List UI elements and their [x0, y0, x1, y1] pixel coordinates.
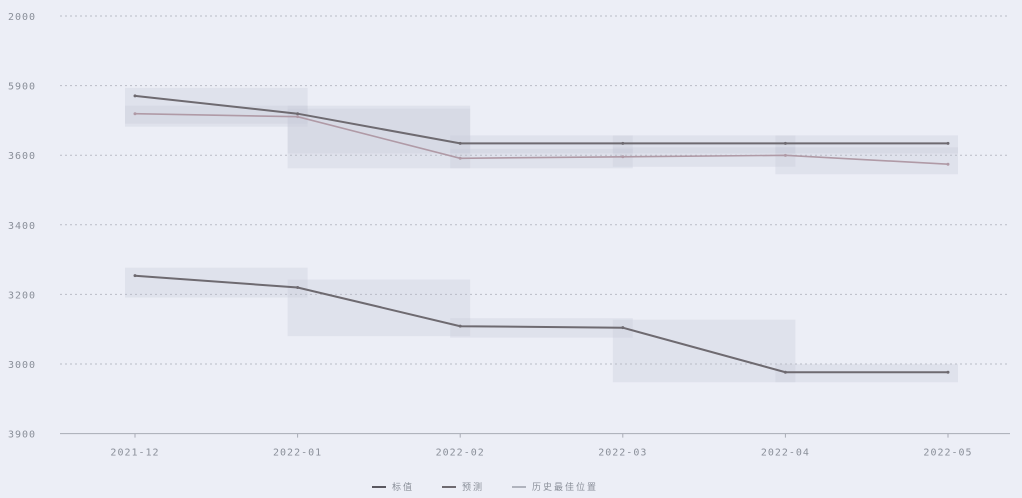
x-tick-label: 2022-05	[923, 448, 972, 459]
y-tick-label: 3600	[8, 151, 36, 162]
series-line	[134, 94, 948, 145]
x-tick-label: 2022-03	[598, 448, 647, 459]
data-point	[133, 274, 137, 278]
data-point	[783, 141, 787, 145]
x-tick-label: 2021-12	[110, 448, 159, 459]
y-tick-label: 3900	[8, 430, 36, 441]
legend-label: 标值	[392, 481, 414, 493]
series-line	[134, 112, 949, 165]
series-band	[450, 135, 633, 154]
series-band	[287, 108, 471, 169]
y-tick-label: 2000	[8, 12, 36, 23]
x-tick-label: 2022-02	[436, 448, 485, 459]
data-point	[946, 370, 950, 374]
data-point	[133, 94, 137, 98]
data-point	[296, 112, 300, 116]
series-band	[775, 364, 958, 383]
grid-lines	[60, 15, 1010, 435]
data-point	[783, 370, 787, 374]
data-point	[621, 155, 625, 159]
data-point	[458, 156, 462, 160]
y-tick-label: 3400	[8, 221, 36, 232]
series-band	[287, 105, 471, 154]
y-tick-label: 3000	[8, 360, 36, 371]
series-band	[775, 135, 958, 154]
y-tick-label: 5900	[8, 82, 36, 93]
series-band	[612, 135, 796, 154]
data-point	[133, 112, 137, 116]
data-point	[296, 115, 300, 119]
series-lines	[133, 94, 950, 374]
data-point	[458, 324, 462, 328]
series-line	[134, 274, 948, 374]
y-axis-ticks: 2000 5900 3600 3400 3200 3000 3900	[8, 12, 36, 441]
legend: 标值 预测 历史最佳位置	[372, 481, 598, 493]
series-band	[612, 147, 796, 167]
data-point	[946, 141, 950, 145]
x-axis-ticks: 2021-12 2022-01 2022-02 2022-03 2022-04 2022-…	[110, 433, 972, 459]
confidence-bands	[125, 87, 958, 383]
legend-label: 预测	[462, 482, 484, 493]
data-point	[296, 286, 300, 290]
legend-label: 历史最佳位置	[532, 481, 598, 493]
data-point	[783, 153, 787, 157]
data-point	[621, 141, 625, 145]
series-band	[775, 147, 958, 175]
data-point	[458, 141, 462, 145]
series-band	[125, 105, 308, 127]
y-tick-label: 3200	[8, 290, 36, 301]
x-tick-label: 2022-04	[761, 448, 810, 459]
x-tick-label: 2022-01	[273, 448, 322, 459]
series-band	[450, 148, 633, 169]
data-point	[946, 162, 950, 166]
data-point	[621, 326, 625, 330]
